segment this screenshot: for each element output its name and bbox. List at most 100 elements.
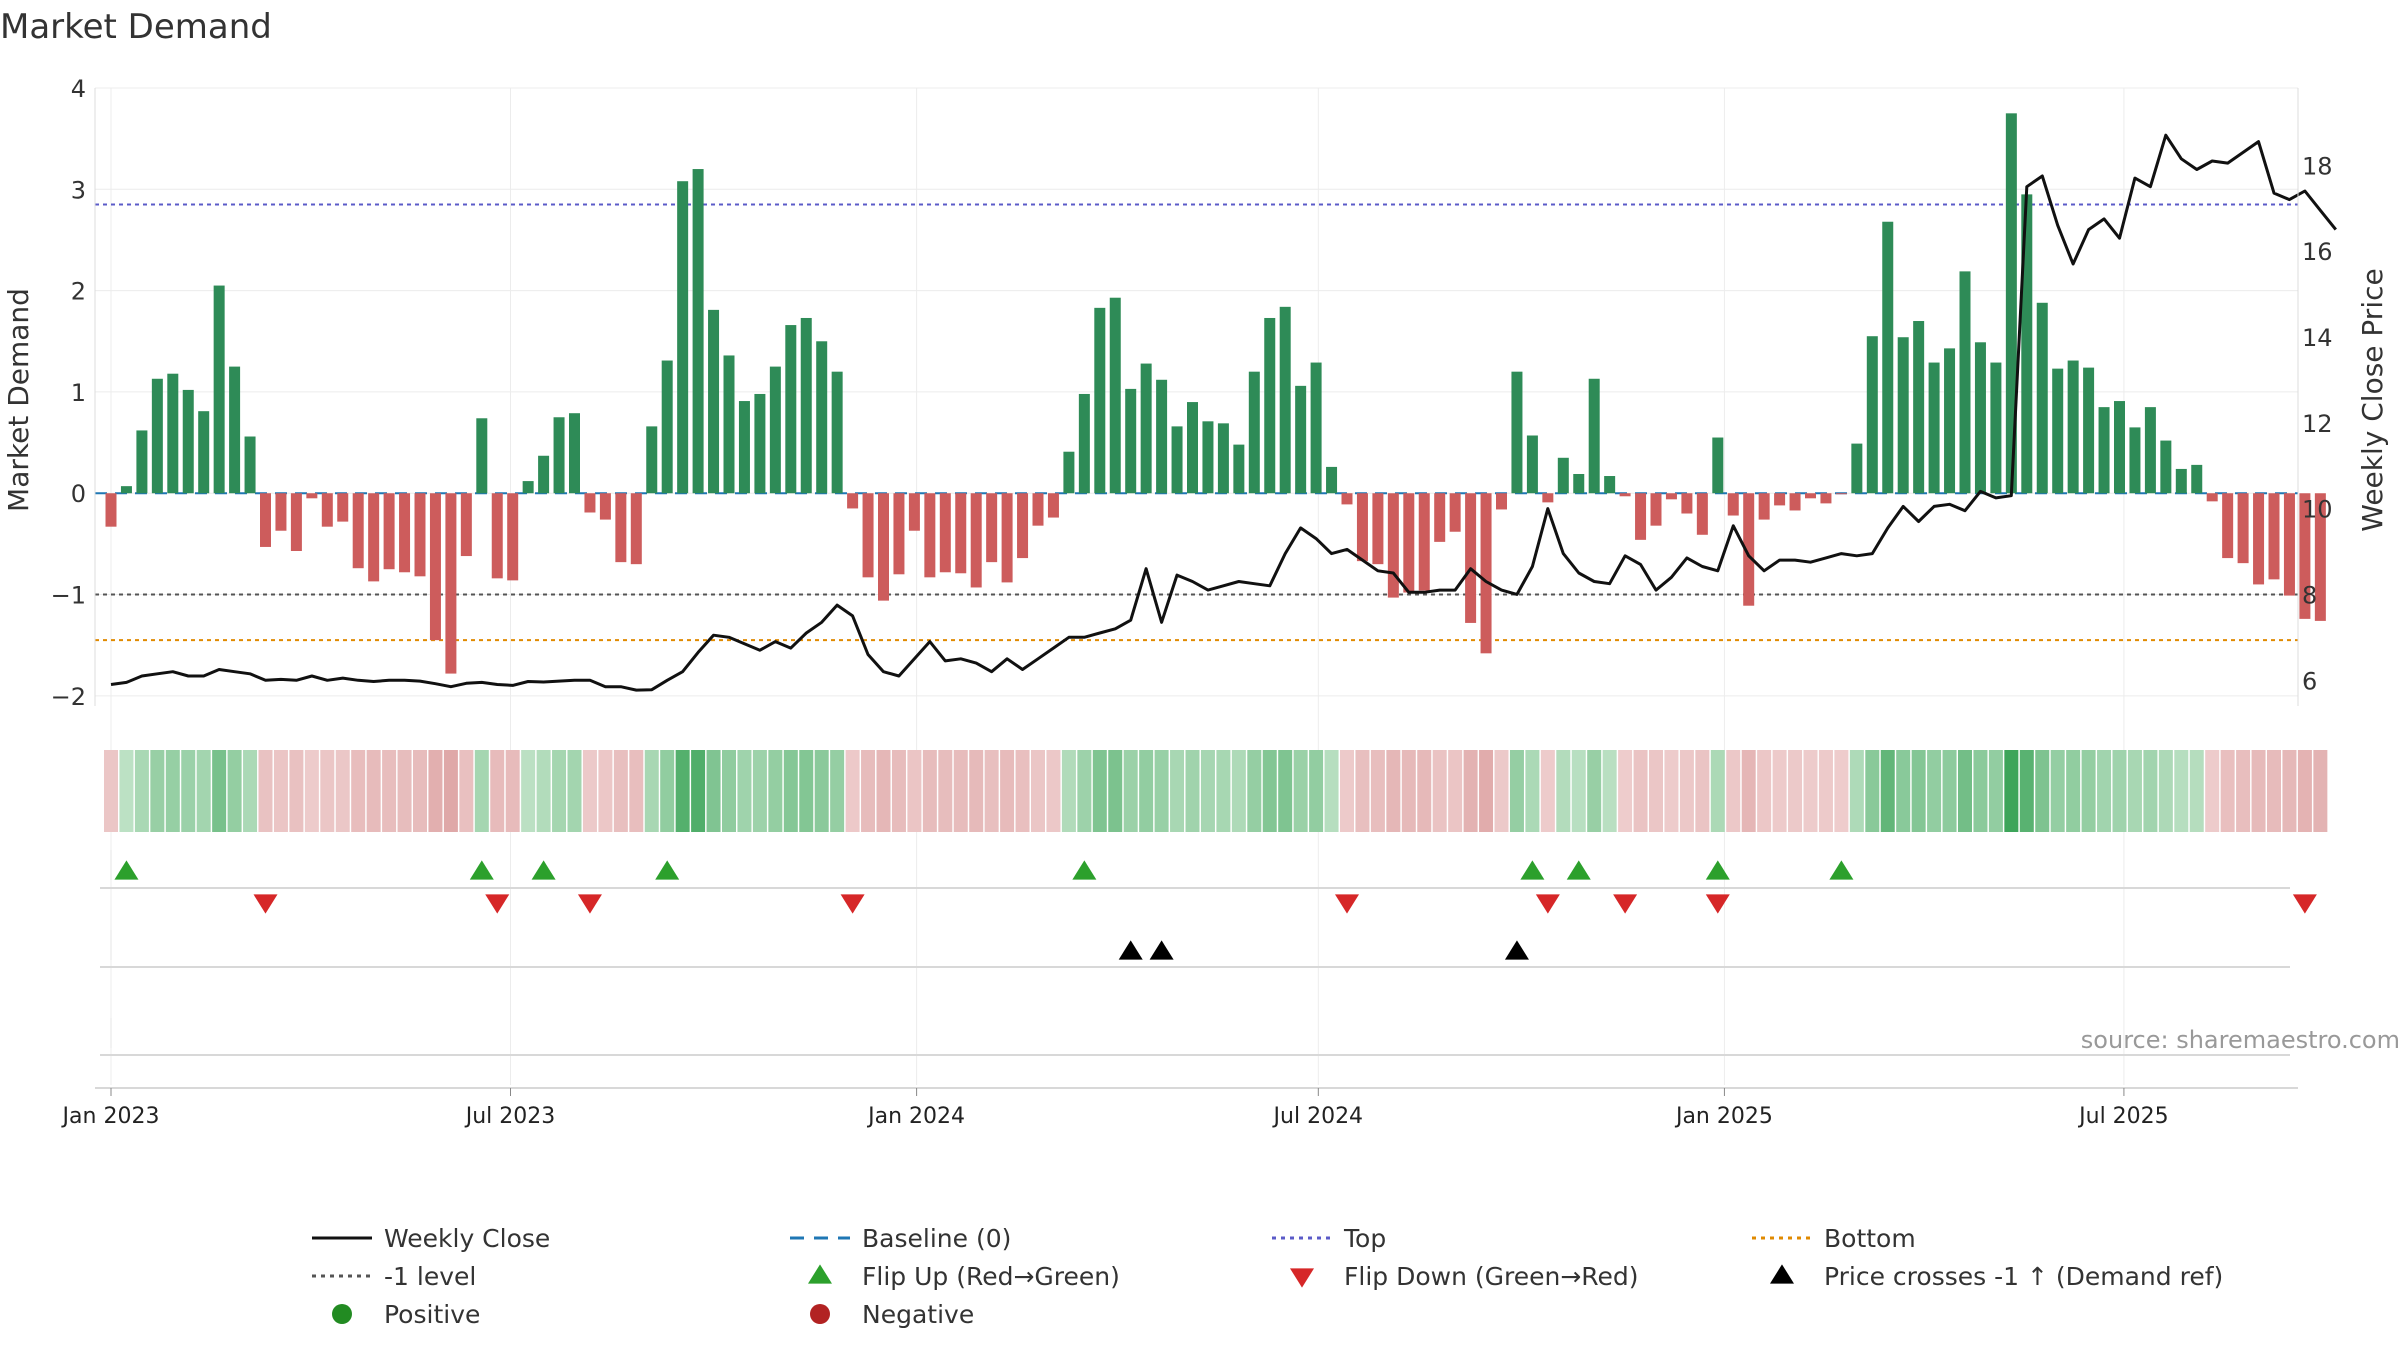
heat-cell [2251, 750, 2266, 832]
heat-cell [582, 750, 597, 832]
demand-bar [847, 493, 859, 509]
demand-bar [151, 378, 163, 494]
demand-bar [1696, 493, 1708, 535]
flip-down-marker [253, 894, 278, 914]
heat-cell [1525, 750, 1540, 832]
heat-cell [783, 750, 798, 832]
heat-cell [1401, 750, 1416, 832]
demand-bar [1017, 493, 1029, 559]
heat-cell [2313, 750, 2328, 832]
heat-cell [1046, 750, 1061, 832]
heat-cell [737, 750, 752, 832]
y2-tick-label: 14 [2302, 324, 2333, 352]
heat-cell [1849, 750, 1864, 832]
heat-cell [366, 750, 381, 832]
demand-bar [1758, 493, 1770, 520]
demand-bar [2314, 493, 2326, 621]
demand-bar [1774, 493, 1786, 506]
heat-cell [227, 750, 242, 832]
heat-cell [752, 750, 767, 832]
demand-bar [1526, 435, 1538, 494]
demand-bar [1681, 493, 1693, 514]
demand-bar [105, 493, 117, 527]
heat-cell [2174, 750, 2189, 832]
heat-cell [768, 750, 783, 832]
heat-cell [922, 750, 937, 832]
heat-cell [907, 750, 922, 832]
heat-cell [1355, 750, 1370, 832]
demand-bar [584, 493, 596, 513]
heat-cell [1571, 750, 1586, 832]
y2-tick-label: 10 [2302, 496, 2333, 524]
demand-bar [167, 373, 179, 494]
demand-bar [677, 181, 689, 494]
demand-bar [769, 366, 781, 494]
heat-cell [1262, 750, 1277, 832]
demand-bar [785, 325, 797, 494]
heat-cell [706, 750, 721, 832]
heat-cell [304, 750, 319, 832]
demand-bar [1233, 444, 1245, 494]
y-tick-label: 3 [71, 176, 86, 204]
demand-bar [1094, 307, 1106, 494]
heat-cell [1247, 750, 1262, 832]
demand-bar [460, 493, 472, 557]
heat-cell [613, 750, 628, 832]
flip-up-marker [531, 860, 556, 880]
x-tick-label: Jan 2025 [1674, 1104, 1773, 1129]
demand-bar [1727, 493, 1739, 516]
heat-cell [2143, 750, 2158, 832]
legend-label: Negative [862, 1300, 974, 1329]
x-tick-label: Jan 2023 [61, 1104, 160, 1129]
heat-cell [150, 750, 165, 832]
demand-bar [986, 493, 998, 563]
demand-bar [352, 493, 364, 569]
heat-cell [243, 750, 258, 832]
heat-cell [1710, 750, 1725, 832]
heat-cell [1340, 750, 1354, 832]
demand-bar [2144, 407, 2156, 494]
heat-cell [984, 750, 999, 832]
heat-cell [2112, 750, 2127, 832]
heat-cell [2127, 750, 2142, 832]
heat-cell [1309, 750, 1324, 832]
heat-cell [1633, 750, 1648, 832]
heat-cell [1540, 750, 1555, 832]
heat-cell [1927, 750, 1942, 832]
flip-down-marker [1335, 894, 1359, 914]
flip-down-marker [1535, 894, 1560, 914]
flip-up-marker [655, 860, 680, 880]
x-tick-label: Jul 2024 [1272, 1104, 1364, 1129]
legend: Weekly Close Baseline (0) Top Bottom -1 leve… [312, 1224, 2223, 1329]
heat-cell [552, 750, 567, 832]
heat-cell [1092, 750, 1107, 832]
demand-bar [2268, 493, 2280, 580]
heat-cell [196, 750, 211, 832]
heat-cell [428, 750, 443, 832]
demand-bar [2191, 464, 2203, 494]
demand-bar [1820, 493, 1832, 504]
demand-bar [692, 169, 704, 494]
demand-bar [1140, 363, 1152, 494]
heat-cell [289, 750, 304, 832]
demand-bar [1604, 476, 1616, 494]
demand-bar [522, 481, 534, 494]
heat-cell [2267, 750, 2281, 832]
demand-bar [1387, 493, 1399, 598]
demand-bar [2299, 493, 2311, 619]
demand-bar [1573, 473, 1585, 494]
flip-up-marker [1520, 860, 1545, 880]
legend-item: Price crosses -1 ↑ (Demand ref) [1770, 1262, 2223, 1291]
x-axis-ticks: Jan 2023 Jul 2023 Jan 2024 Jul 2024 Jan 2025… [61, 1088, 2169, 1129]
y-tick-label: 2 [71, 278, 86, 306]
heat-cell [1865, 750, 1880, 832]
demand-bar [2021, 194, 2033, 494]
demand-bar [630, 493, 642, 565]
demand-bar [2129, 427, 2141, 494]
heat-cell [1463, 750, 1478, 832]
heat-cell [382, 750, 397, 832]
demand-bar [1078, 393, 1090, 494]
heat-cell [2282, 750, 2297, 832]
demand-bar [476, 418, 488, 494]
demand-bar [1712, 437, 1724, 494]
